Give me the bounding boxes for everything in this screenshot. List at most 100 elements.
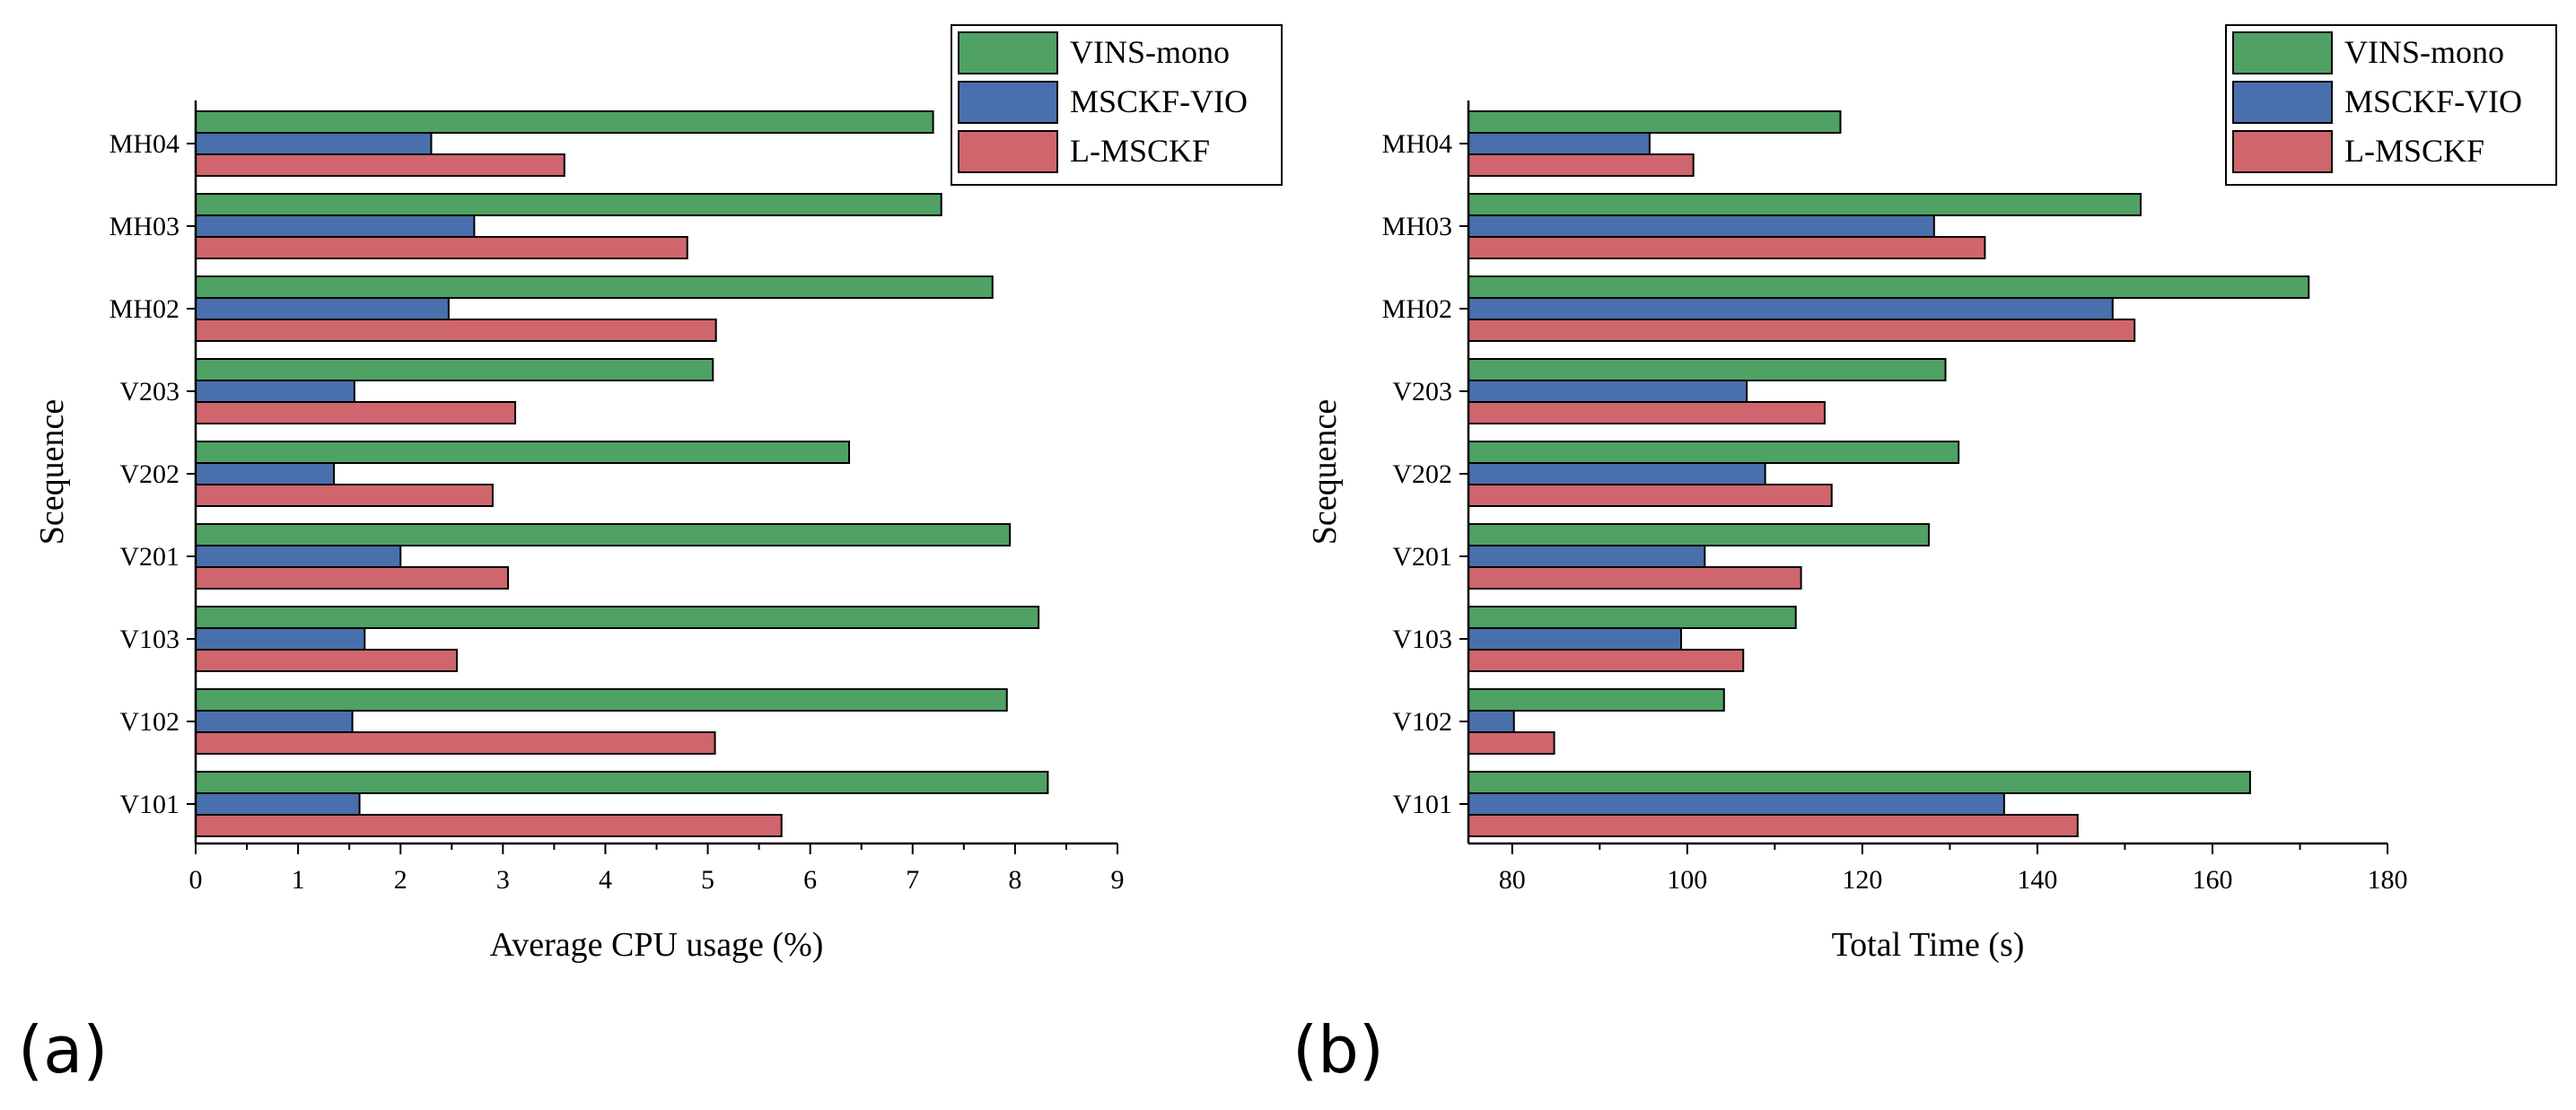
bar-vins-mono-v202 [1468, 441, 1960, 464]
bar-msckf-vio-v102 [1468, 710, 1515, 733]
y-tick-label-mh02: MH02 [110, 294, 180, 324]
bar-msckf-vio-mh03 [195, 214, 476, 238]
y-tick-label-mh02: MH02 [1382, 294, 1452, 324]
x-tick-label-2: 2 [394, 865, 407, 895]
legend-label-vins-mono: VINS-mono [2344, 34, 2504, 70]
bar-l-msckf-v202 [195, 484, 494, 507]
y-tick-label-v203: V203 [1392, 377, 1452, 406]
bar-vins-mono-mh03 [1468, 193, 2142, 216]
bar-l-msckf-v201 [1468, 566, 1802, 590]
y-tick-label-v202: V202 [119, 459, 180, 489]
bar-l-msckf-mh03 [195, 236, 688, 259]
bar-msckf-vio-v101 [1468, 792, 2005, 816]
y-tick-label-v103: V103 [119, 625, 180, 654]
y-tick-label-mh04: MH04 [1382, 129, 1452, 159]
bar-msckf-vio-v203 [195, 380, 355, 403]
bar-vins-mono-mh02 [1468, 275, 2310, 299]
y-tick-label-mh04: MH04 [110, 129, 180, 159]
legend-swatch-l-msckf [958, 130, 1058, 173]
bar-l-msckf-mh02 [1468, 319, 2136, 342]
bar-vins-mono-v102 [1468, 688, 1725, 712]
x-axis-label: Total Time (s) [1832, 926, 2025, 964]
x-tick-label-1: 100 [1667, 865, 1707, 895]
bar-vins-mono-v101 [1468, 771, 2251, 794]
bar-msckf-vio-mh03 [1468, 214, 1935, 238]
bar-l-msckf-v101 [1468, 814, 2079, 837]
bar-msckf-vio-mh02 [1468, 297, 2114, 320]
bar-vins-mono-mh04 [1468, 110, 1842, 134]
x-tick-label-8: 8 [1008, 865, 1021, 895]
y-tick-label-v201: V201 [1392, 542, 1452, 572]
bar-vins-mono-v201 [195, 523, 1012, 546]
bar-msckf-vio-v103 [195, 627, 366, 651]
bar-l-msckf-v201 [195, 566, 510, 590]
bar-l-msckf-v202 [1468, 484, 1833, 507]
bar-l-msckf-v102 [195, 731, 716, 755]
x-tick-label-1: 1 [292, 865, 305, 895]
bar-msckf-vio-v102 [195, 710, 354, 733]
y-tick-label-v102: V102 [1392, 707, 1452, 737]
x-tick-label-0: 80 [1499, 865, 1526, 895]
bar-msckf-vio-v201 [1468, 545, 1706, 568]
y-tick-label-mh03: MH03 [1382, 212, 1452, 241]
bar-l-msckf-v101 [195, 814, 783, 837]
bar-vins-mono-v203 [195, 358, 714, 381]
bar-msckf-vio-mh02 [195, 297, 450, 320]
x-tick-label-5: 5 [701, 865, 714, 895]
bar-msckf-vio-v103 [1468, 627, 1682, 651]
bar-l-msckf-v103 [195, 649, 458, 672]
legend: VINS-mono MSCKF-VIO L-MSCKF [2225, 24, 2557, 186]
y-axis-label: Scequence [1306, 399, 1344, 545]
bar-l-msckf-v102 [1468, 731, 1555, 755]
bar-l-msckf-mh04 [1468, 153, 1695, 177]
x-tick-label-3: 3 [496, 865, 510, 895]
bar-l-msckf-v203 [1468, 401, 1826, 424]
x-tick-label-4: 160 [2192, 865, 2232, 895]
bar-l-msckf-mh02 [195, 319, 717, 342]
y-tick-label-v102: V102 [119, 707, 180, 737]
bar-vins-mono-v103 [1468, 606, 1797, 629]
bar-vins-mono-mh03 [195, 193, 942, 216]
y-tick-label-v101: V101 [119, 790, 180, 819]
y-tick-label-v202: V202 [1392, 459, 1452, 489]
y-tick-label-v201: V201 [119, 542, 180, 572]
legend-label-msckf-vio: MSCKF-VIO [1070, 83, 1248, 119]
x-axis-label: Average CPU usage (%) [490, 926, 824, 964]
bar-l-msckf-v203 [195, 401, 517, 424]
x-tick-label-3: 140 [2017, 865, 2057, 895]
bar-vins-mono-v102 [195, 688, 1008, 712]
legend-swatch-msckf-vio [958, 81, 1058, 124]
bar-vins-mono-v202 [195, 441, 851, 464]
bar-vins-mono-v201 [1468, 523, 1930, 546]
legend-label-vins-mono: VINS-mono [1070, 34, 1230, 70]
panel-a-cpu-usage-chart: V101 V102 V103 V201 V202 V203 MH02 MH03 MH04 0 1 2 3… [33, 24, 1283, 964]
bar-msckf-vio-v202 [195, 462, 336, 485]
legend-swatch-vins-mono [958, 31, 1058, 74]
bar-vins-mono-v103 [195, 606, 1040, 629]
bar-l-msckf-v103 [1468, 649, 1745, 672]
y-axis-label: Scequence [33, 399, 71, 545]
bar-msckf-vio-v101 [195, 792, 361, 816]
bar-vins-mono-v203 [1468, 358, 1947, 381]
x-tick-label-5: 180 [2368, 865, 2408, 895]
x-tick-label-2: 120 [1842, 865, 1882, 895]
x-tick-label-0: 0 [189, 865, 203, 895]
x-tick-label-4: 4 [599, 865, 612, 895]
y-tick-label-v203: V203 [119, 377, 180, 406]
legend-label-l-msckf: L-MSCKF [1070, 133, 1210, 169]
panel-a-label: (a) [18, 1012, 108, 1088]
bar-l-msckf-mh04 [195, 153, 565, 177]
bar-msckf-vio-mh04 [195, 132, 433, 155]
bar-msckf-vio-v203 [1468, 380, 1748, 403]
legend-label-msckf-vio: MSCKF-VIO [2344, 83, 2522, 119]
bar-l-msckf-mh03 [1468, 236, 1986, 259]
x-tick-label-7: 7 [906, 865, 919, 895]
bar-vins-mono-mh02 [195, 275, 994, 299]
y-tick-label-v101: V101 [1392, 790, 1452, 819]
bar-msckf-vio-mh04 [1468, 132, 1651, 155]
legend-swatch-l-msckf [2232, 130, 2333, 173]
y-tick-label-v103: V103 [1392, 625, 1452, 654]
y-tick-label-mh03: MH03 [110, 212, 180, 241]
bar-msckf-vio-v201 [195, 545, 402, 568]
